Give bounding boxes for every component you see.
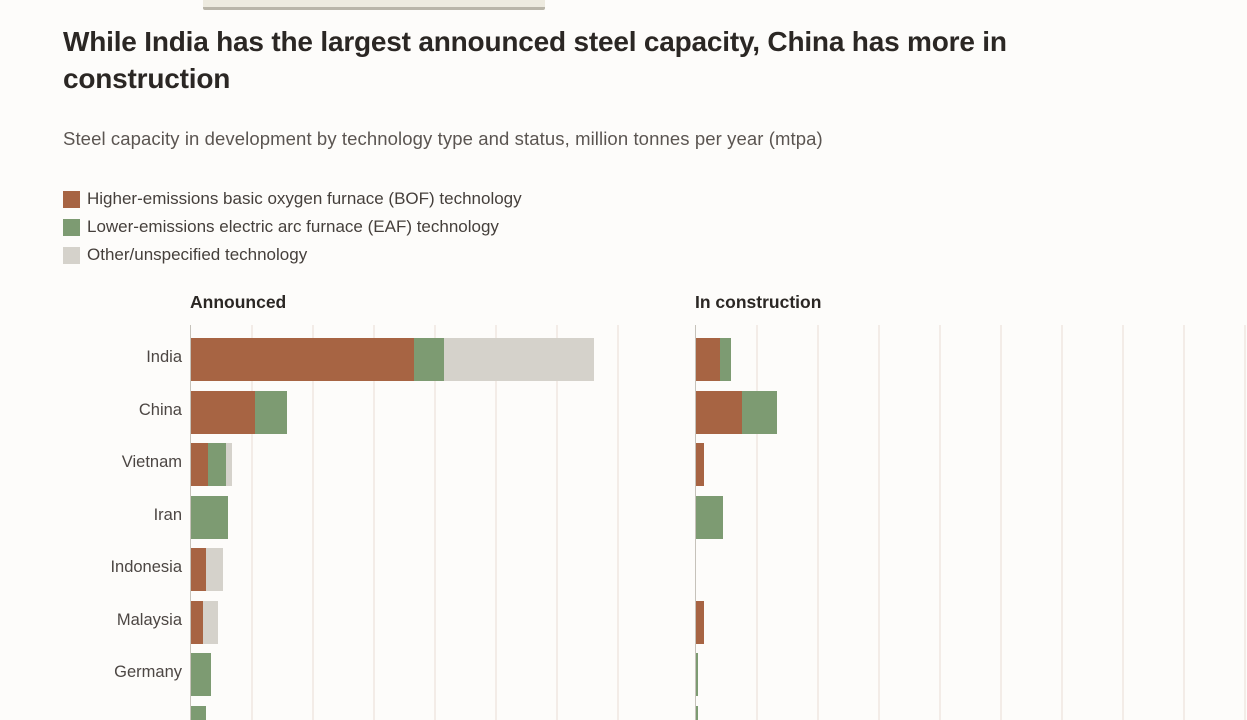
category-label-india: India bbox=[146, 348, 182, 366]
legend: Higher-emissions basic oxygen furnace (B… bbox=[63, 185, 522, 269]
gridline bbox=[1000, 325, 1002, 720]
gridline bbox=[556, 325, 558, 720]
gridline bbox=[817, 325, 819, 720]
y-axis-line bbox=[190, 325, 191, 720]
chart-subtitle: Steel capacity in development by technol… bbox=[63, 128, 823, 149]
category-label-germany: Germany bbox=[114, 663, 182, 681]
panel-header-in-construction: In construction bbox=[695, 292, 822, 312]
gridline bbox=[251, 325, 253, 720]
bar-segment-bof-china bbox=[696, 390, 742, 434]
bar-segment-bof-china bbox=[191, 390, 256, 434]
bar-segment-eaf-vietnam bbox=[207, 443, 227, 486]
gridline bbox=[1244, 325, 1246, 720]
category-label-malaysia: Malaysia bbox=[116, 610, 182, 629]
category-label-china: China bbox=[138, 400, 182, 419]
legend-label: Lower-emissions electric arc furnace (EA… bbox=[87, 217, 499, 236]
bar-segment-bof-vietnam bbox=[696, 443, 704, 486]
bar-segment-bof-malaysia bbox=[191, 600, 204, 644]
gridline bbox=[373, 325, 375, 720]
bar-segment-bof-malaysia bbox=[696, 600, 704, 644]
bar-segment-eaf-row8 bbox=[191, 705, 207, 720]
announced-plot bbox=[190, 325, 660, 720]
bar-segment-eaf-iran bbox=[191, 495, 228, 539]
legend-label: Other/unspecified technology bbox=[87, 245, 308, 264]
bar-segment-other-vietnam bbox=[226, 443, 233, 486]
legend-item-other: Other/unspecified technology bbox=[63, 241, 522, 269]
bar-segment-bof-indonesia bbox=[191, 548, 207, 591]
bar-segment-bof-vietnam bbox=[191, 443, 208, 486]
bar-segment-eaf-iran bbox=[696, 495, 724, 539]
category-label-iran: Iran bbox=[153, 505, 182, 524]
bar-segment-eaf-row8 bbox=[696, 705, 698, 720]
bar-segment-other-india bbox=[444, 338, 594, 381]
bar-segment-eaf-germany bbox=[191, 653, 211, 696]
legend-swatch-other-icon bbox=[63, 246, 80, 264]
bar-segment-eaf-india bbox=[720, 338, 732, 381]
gridline bbox=[312, 325, 314, 720]
legend-item-eaf: Lower-emissions electric arc furnace (EA… bbox=[63, 213, 522, 241]
category-label-indonesia: Indonesia bbox=[110, 558, 182, 576]
top-bar-remnant bbox=[203, 0, 545, 10]
gridline bbox=[756, 325, 758, 720]
gridline bbox=[434, 325, 436, 720]
bar-segment-eaf-china bbox=[255, 390, 288, 434]
bar-segment-bof-india bbox=[191, 338, 414, 381]
legend-label: Higher-emissions basic oxygen furnace (B… bbox=[87, 189, 522, 208]
y-axis-line bbox=[695, 325, 696, 720]
bar-segment-eaf-china bbox=[741, 390, 777, 434]
legend-swatch-bof-icon bbox=[63, 190, 80, 208]
gridline bbox=[617, 325, 619, 720]
category-labels: India China Vietnam Iran Indonesia Malaysia Ge… bbox=[0, 325, 184, 720]
construction-plot bbox=[695, 325, 1247, 720]
legend-item-bof: Higher-emissions basic oxygen furnace (B… bbox=[63, 185, 522, 213]
gridline bbox=[1122, 325, 1124, 720]
gridline bbox=[1061, 325, 1063, 720]
bar-segment-other-malaysia bbox=[203, 600, 219, 644]
page-title: While India has the largest announced st… bbox=[63, 26, 1007, 94]
bar-segment-eaf-india bbox=[413, 338, 445, 381]
panel-header-announced: Announced bbox=[190, 292, 287, 312]
bar-segment-other-indonesia bbox=[206, 548, 224, 591]
category-label-vietnam: Vietnam bbox=[121, 453, 182, 471]
gridline bbox=[1183, 325, 1185, 720]
bar-segment-eaf-germany bbox=[696, 653, 698, 696]
bar-segment-bof-india bbox=[696, 338, 721, 381]
gridline bbox=[878, 325, 880, 720]
legend-swatch-eaf-icon bbox=[63, 218, 80, 236]
gridline bbox=[939, 325, 941, 720]
gridline bbox=[495, 325, 497, 720]
